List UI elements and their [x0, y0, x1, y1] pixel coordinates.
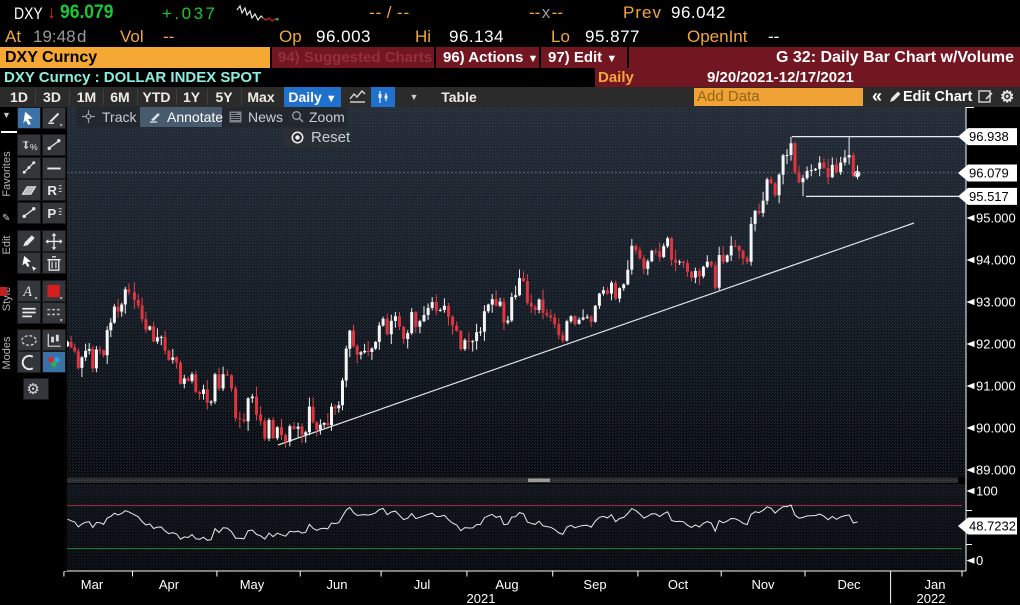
- svg-text:A: A: [22, 284, 32, 300]
- svg-text:48.7232: 48.7232: [969, 519, 1016, 534]
- svg-text:89.000: 89.000: [976, 463, 1016, 478]
- svg-text:Jun: Jun: [327, 577, 348, 592]
- svg-text:96.938: 96.938: [969, 129, 1009, 144]
- svg-text:May: May: [240, 577, 265, 592]
- svg-text:2021: 2021: [467, 591, 496, 605]
- svg-text:91.000: 91.000: [976, 379, 1016, 394]
- svg-text:Aug: Aug: [495, 577, 518, 592]
- svg-text:96.079: 96.079: [969, 166, 1009, 181]
- svg-text:Nov: Nov: [751, 577, 775, 592]
- svg-text:93.000: 93.000: [976, 295, 1016, 310]
- svg-text:R: R: [47, 183, 57, 198]
- svg-text:P: P: [47, 206, 56, 221]
- svg-text:90.000: 90.000: [976, 421, 1016, 436]
- svg-text:0: 0: [976, 553, 983, 568]
- svg-text:Apr: Apr: [159, 577, 180, 592]
- svg-text:100: 100: [976, 484, 998, 499]
- svg-text:Oct: Oct: [668, 577, 689, 592]
- svg-text:Dec: Dec: [837, 577, 861, 592]
- svg-text:92.000: 92.000: [976, 337, 1016, 352]
- svg-text:2022: 2022: [917, 591, 946, 605]
- svg-text:95.517: 95.517: [969, 189, 1009, 204]
- svg-text:Mar: Mar: [81, 577, 104, 592]
- svg-text:Jul: Jul: [414, 577, 431, 592]
- svg-text:95.000: 95.000: [976, 211, 1016, 226]
- svg-text:%: %: [30, 142, 38, 152]
- svg-text:Sep: Sep: [583, 577, 606, 592]
- svg-text:Jan: Jan: [925, 577, 946, 592]
- svg-text:⚙: ⚙: [26, 381, 40, 398]
- svg-text:94.000: 94.000: [976, 253, 1016, 268]
